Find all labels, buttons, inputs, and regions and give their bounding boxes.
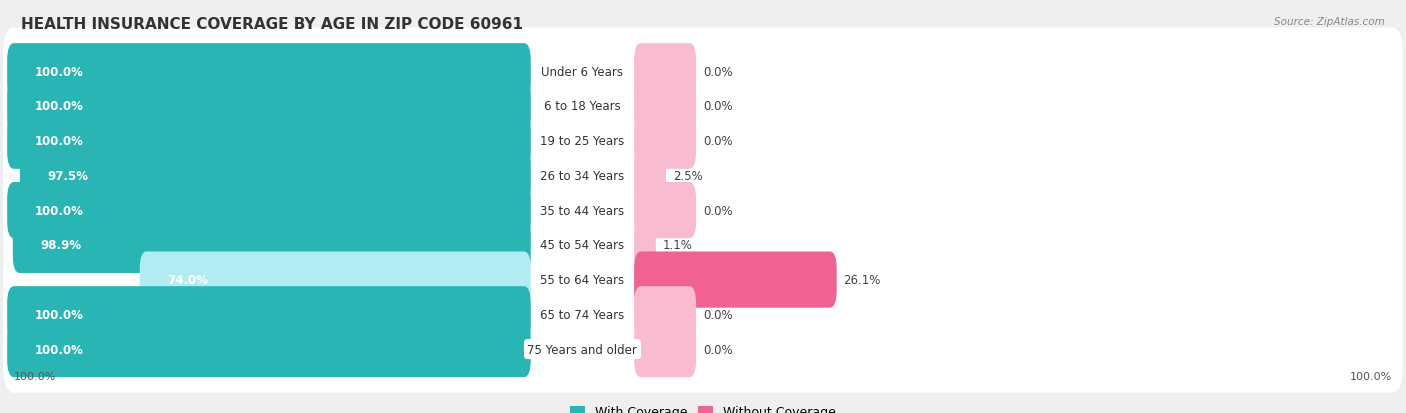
- Text: 19 to 25 Years: 19 to 25 Years: [540, 135, 624, 148]
- FancyBboxPatch shape: [3, 98, 1403, 185]
- Text: 45 to 54 Years: 45 to 54 Years: [540, 239, 624, 252]
- Text: HEALTH INSURANCE COVERAGE BY AGE IN ZIP CODE 60961: HEALTH INSURANCE COVERAGE BY AGE IN ZIP …: [21, 17, 523, 31]
- FancyBboxPatch shape: [634, 321, 696, 377]
- FancyBboxPatch shape: [634, 148, 666, 204]
- FancyBboxPatch shape: [13, 217, 531, 273]
- FancyBboxPatch shape: [3, 63, 1403, 150]
- Text: 26 to 34 Years: 26 to 34 Years: [540, 169, 624, 183]
- Text: Under 6 Years: Under 6 Years: [541, 66, 623, 78]
- FancyBboxPatch shape: [634, 44, 696, 100]
- FancyBboxPatch shape: [7, 183, 531, 239]
- Text: 100.0%: 100.0%: [14, 370, 56, 381]
- Text: 100.0%: 100.0%: [35, 66, 83, 78]
- FancyBboxPatch shape: [3, 132, 1403, 220]
- Text: 0.0%: 0.0%: [703, 308, 733, 321]
- Text: 0.0%: 0.0%: [703, 100, 733, 113]
- FancyBboxPatch shape: [7, 78, 531, 135]
- Text: 26.1%: 26.1%: [844, 273, 882, 286]
- Legend: With Coverage, Without Coverage: With Coverage, Without Coverage: [565, 401, 841, 413]
- Text: 100.0%: 100.0%: [35, 204, 83, 217]
- Text: 100.0%: 100.0%: [35, 100, 83, 113]
- FancyBboxPatch shape: [7, 321, 531, 377]
- Text: 97.5%: 97.5%: [48, 169, 89, 183]
- Text: 98.9%: 98.9%: [41, 239, 82, 252]
- Text: 100.0%: 100.0%: [35, 343, 83, 356]
- FancyBboxPatch shape: [3, 202, 1403, 289]
- Text: 65 to 74 Years: 65 to 74 Years: [540, 308, 624, 321]
- FancyBboxPatch shape: [634, 217, 655, 273]
- FancyBboxPatch shape: [7, 287, 531, 343]
- FancyBboxPatch shape: [3, 167, 1403, 254]
- Text: 6 to 18 Years: 6 to 18 Years: [544, 100, 621, 113]
- FancyBboxPatch shape: [634, 287, 696, 343]
- Text: 35 to 44 Years: 35 to 44 Years: [540, 204, 624, 217]
- FancyBboxPatch shape: [634, 183, 696, 239]
- FancyBboxPatch shape: [3, 236, 1403, 323]
- Text: 2.5%: 2.5%: [673, 169, 703, 183]
- FancyBboxPatch shape: [139, 252, 531, 308]
- FancyBboxPatch shape: [634, 78, 696, 135]
- Text: 0.0%: 0.0%: [703, 135, 733, 148]
- Text: 1.1%: 1.1%: [662, 239, 693, 252]
- FancyBboxPatch shape: [3, 306, 1403, 393]
- Text: 55 to 64 Years: 55 to 64 Years: [540, 273, 624, 286]
- Text: 75 Years and older: 75 Years and older: [527, 343, 637, 356]
- Text: Source: ZipAtlas.com: Source: ZipAtlas.com: [1274, 17, 1385, 26]
- Text: 100.0%: 100.0%: [35, 135, 83, 148]
- FancyBboxPatch shape: [634, 252, 837, 308]
- Text: 74.0%: 74.0%: [167, 273, 208, 286]
- Text: 0.0%: 0.0%: [703, 343, 733, 356]
- FancyBboxPatch shape: [3, 28, 1403, 116]
- FancyBboxPatch shape: [3, 271, 1403, 358]
- Text: 100.0%: 100.0%: [1350, 370, 1392, 381]
- Text: 0.0%: 0.0%: [703, 204, 733, 217]
- FancyBboxPatch shape: [7, 44, 531, 100]
- FancyBboxPatch shape: [7, 113, 531, 169]
- Text: 100.0%: 100.0%: [35, 308, 83, 321]
- Text: 0.0%: 0.0%: [703, 66, 733, 78]
- FancyBboxPatch shape: [634, 113, 696, 169]
- FancyBboxPatch shape: [20, 148, 531, 204]
